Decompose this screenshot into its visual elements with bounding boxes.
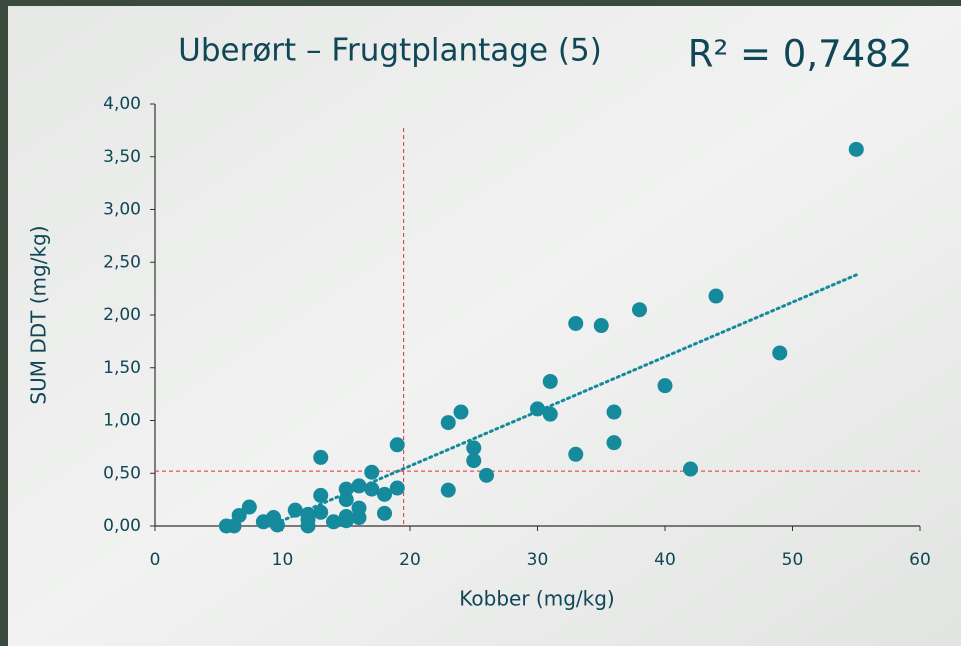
point	[607, 405, 622, 420]
y-tick-label: 3,50	[103, 147, 141, 167]
x-tick-label: 10	[272, 550, 294, 570]
point	[568, 316, 583, 331]
point	[339, 513, 354, 528]
point	[313, 488, 328, 503]
point	[543, 407, 558, 422]
point	[390, 481, 405, 496]
page: Uberørt – Frugtplantage (5) R² = 0,7482 …	[0, 0, 961, 646]
y-tick-label: 2,50	[103, 252, 141, 272]
point	[568, 447, 583, 462]
y-tick-label: 0,50	[103, 463, 141, 483]
y-axis-title: SUM DDT (mg/kg)	[27, 225, 51, 404]
point	[479, 468, 494, 483]
x-tick-label: 30	[527, 550, 549, 570]
y-tick-label: 2,00	[103, 305, 141, 325]
point	[849, 142, 864, 157]
point	[632, 302, 647, 317]
point	[313, 450, 328, 465]
point	[543, 374, 558, 389]
point	[364, 482, 379, 497]
point	[364, 465, 379, 480]
x-tick-label: 50	[782, 550, 804, 570]
point	[683, 462, 698, 477]
point	[658, 378, 673, 393]
y-tick-label: 4,00	[103, 94, 141, 114]
point	[466, 453, 481, 468]
point	[313, 505, 328, 520]
point	[301, 512, 316, 527]
point	[390, 437, 405, 452]
point	[772, 345, 787, 360]
point	[227, 519, 242, 534]
point	[377, 487, 392, 502]
r-squared: R² = 0,7482	[688, 33, 913, 76]
point	[454, 405, 469, 420]
point	[607, 435, 622, 450]
point	[352, 478, 367, 493]
y-tick-label: 1,00	[103, 411, 141, 431]
point	[530, 401, 545, 416]
point	[441, 415, 456, 430]
point	[288, 503, 303, 518]
point	[339, 492, 354, 507]
x-axis-title: Kobber (mg/kg)	[459, 587, 614, 611]
chart: Uberørt – Frugtplantage (5) R² = 0,7482 …	[0, 0, 961, 646]
x-tick-label: 40	[654, 550, 676, 570]
chart-title: Uberørt – Frugtplantage (5)	[178, 33, 602, 69]
point	[709, 289, 724, 304]
x-tick-label: 0	[150, 550, 161, 570]
y-tick-label: 3,00	[103, 200, 141, 220]
point	[326, 514, 341, 529]
point	[270, 517, 285, 532]
x-tick-label: 60	[909, 550, 931, 570]
point	[594, 318, 609, 333]
x-tick-label: 20	[399, 550, 421, 570]
y-tick-label: 1,50	[103, 358, 141, 378]
point	[441, 483, 456, 498]
y-tick-label: 0,00	[103, 516, 141, 536]
point	[377, 506, 392, 521]
point	[352, 510, 367, 525]
